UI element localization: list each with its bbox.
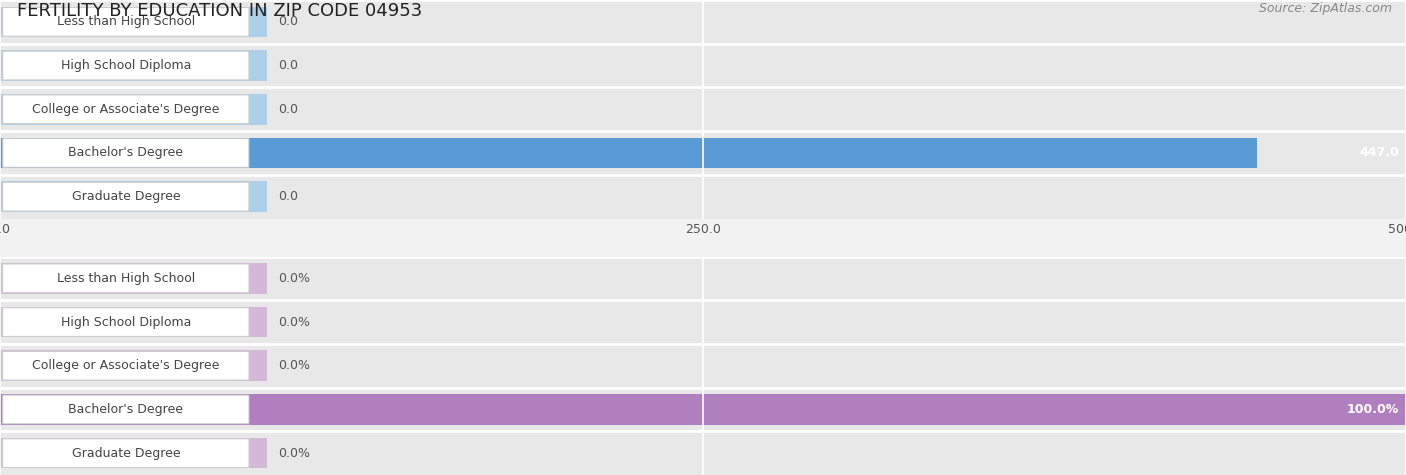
Text: 0.0%: 0.0%	[278, 272, 311, 285]
Bar	[0, 300, 1406, 344]
Bar	[0, 44, 1406, 87]
Text: 0.0%: 0.0%	[278, 359, 311, 372]
Bar	[0, 94, 267, 124]
Bar	[0, 131, 1406, 175]
Bar	[0, 0, 1406, 44]
Text: 447.0: 447.0	[1360, 146, 1399, 160]
Bar	[0, 263, 267, 294]
Bar	[0, 438, 267, 468]
Text: 0.0: 0.0	[278, 190, 298, 203]
Text: 0.0%: 0.0%	[278, 446, 311, 460]
Text: FERTILITY BY EDUCATION IN ZIP CODE 04953: FERTILITY BY EDUCATION IN ZIP CODE 04953	[17, 2, 422, 20]
FancyBboxPatch shape	[3, 352, 249, 380]
Text: College or Associate's Degree: College or Associate's Degree	[32, 103, 219, 116]
FancyBboxPatch shape	[3, 95, 249, 124]
Text: High School Diploma: High School Diploma	[60, 59, 191, 72]
Text: High School Diploma: High School Diploma	[60, 315, 191, 329]
FancyBboxPatch shape	[3, 51, 249, 80]
Text: Graduate Degree: Graduate Degree	[72, 446, 180, 460]
Bar	[0, 431, 1406, 475]
FancyBboxPatch shape	[3, 139, 249, 167]
Bar	[0, 388, 1406, 431]
Bar	[0, 7, 267, 37]
Text: 100.0%: 100.0%	[1347, 403, 1399, 416]
Text: Less than High School: Less than High School	[56, 15, 195, 28]
Bar	[0, 307, 267, 337]
Bar	[0, 175, 1406, 218]
Bar	[0, 138, 1257, 168]
Text: 0.0: 0.0	[278, 59, 298, 72]
Bar	[0, 344, 1406, 388]
Bar	[0, 394, 1406, 425]
FancyBboxPatch shape	[3, 439, 249, 467]
Text: Less than High School: Less than High School	[56, 272, 195, 285]
Text: 0.0: 0.0	[278, 15, 298, 28]
Text: 0.0%: 0.0%	[278, 315, 311, 329]
FancyBboxPatch shape	[3, 182, 249, 211]
Text: Bachelor's Degree: Bachelor's Degree	[69, 403, 183, 416]
Bar	[0, 351, 267, 381]
FancyBboxPatch shape	[3, 395, 249, 424]
Text: Graduate Degree: Graduate Degree	[72, 190, 180, 203]
Text: Bachelor's Degree: Bachelor's Degree	[69, 146, 183, 160]
FancyBboxPatch shape	[3, 264, 249, 293]
FancyBboxPatch shape	[3, 8, 249, 36]
FancyBboxPatch shape	[3, 308, 249, 336]
Bar	[0, 50, 267, 81]
Text: 0.0: 0.0	[278, 103, 298, 116]
Bar	[0, 87, 1406, 131]
Text: Source: ZipAtlas.com: Source: ZipAtlas.com	[1258, 2, 1392, 15]
Text: College or Associate's Degree: College or Associate's Degree	[32, 359, 219, 372]
Bar	[0, 256, 1406, 300]
Bar	[0, 181, 267, 212]
